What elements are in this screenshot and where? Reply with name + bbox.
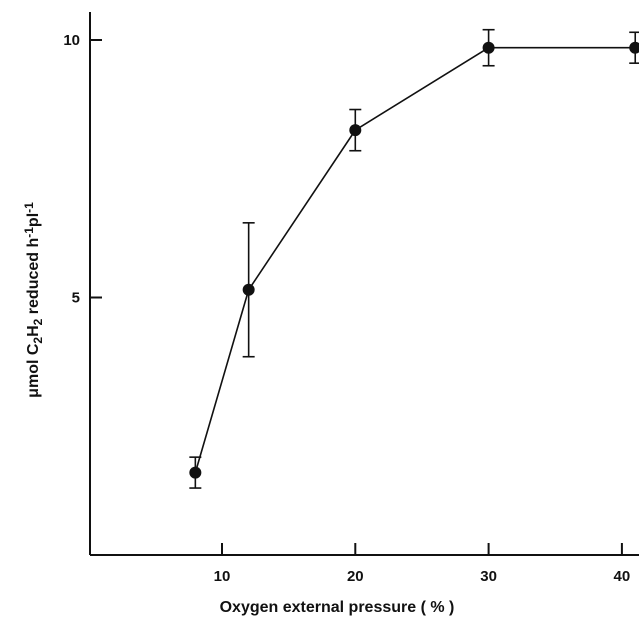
y-axis-title-part: μmol C — [25, 343, 42, 398]
y-axis-title-part: 2 — [31, 337, 45, 344]
axes — [89, 12, 639, 556]
data-point — [349, 124, 362, 137]
x-tick-label: 30 — [480, 568, 497, 585]
y-axis-title-part: H — [25, 325, 42, 337]
y-ticks: 5 10 — [63, 32, 102, 307]
series-line — [194, 46, 636, 473]
y-axis-title-part: -1 — [22, 227, 36, 238]
series-layer — [189, 28, 639, 489]
x-ticks: 10 20 30 40 — [214, 543, 631, 585]
data-point — [242, 283, 255, 296]
data-point — [189, 466, 202, 479]
y-axis-title-part: reduced h — [25, 238, 42, 319]
x-axis-title: Oxygen external pressure ( % ) — [220, 599, 455, 616]
x-tick-label: 40 — [614, 568, 631, 585]
x-tick-label: 10 — [214, 568, 231, 585]
y-axis-title-part: -1 — [22, 202, 36, 213]
y-axis-title-part: pl — [25, 213, 42, 227]
data-point — [482, 41, 495, 54]
y-axis-title-part: 2 — [31, 318, 45, 325]
x-tick-label: 20 — [347, 568, 364, 585]
y-tick-label: 5 — [72, 290, 80, 307]
y-tick-label: 10 — [63, 32, 80, 49]
data-point — [629, 41, 639, 54]
y-axis-title: μmol C2H2 reduced h-1pl-1 — [22, 202, 44, 398]
